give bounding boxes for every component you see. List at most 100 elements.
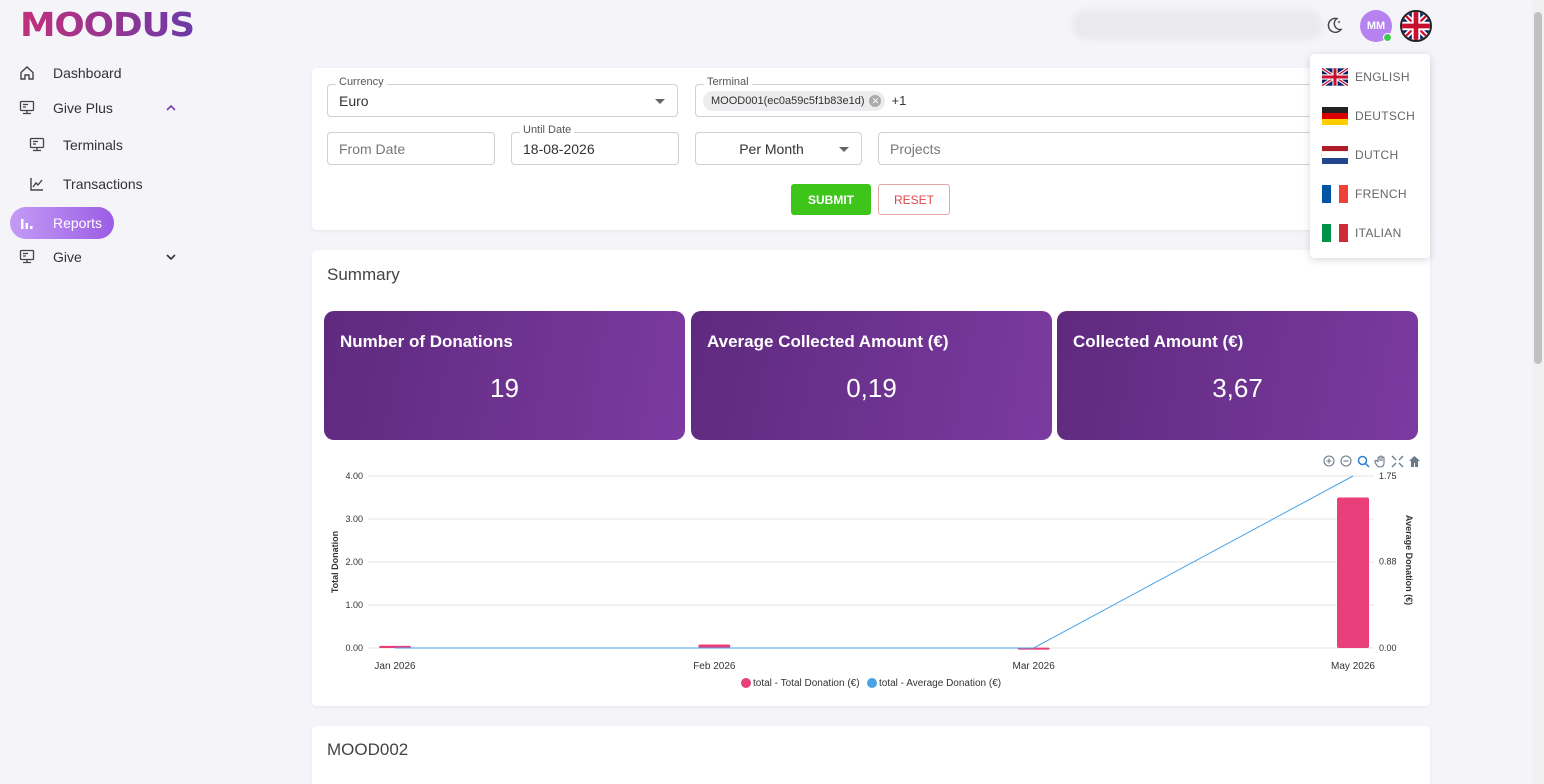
- home-icon: [18, 64, 36, 82]
- stat-value: 19: [490, 373, 519, 403]
- stat-card-average: Average Collected Amount (€) 0,19: [691, 311, 1052, 440]
- mood002-card: [312, 726, 1430, 784]
- currency-select[interactable]: Currency Euro: [327, 76, 678, 117]
- terminal-chip-label: MOOD001(ec0a59c5f1b83e1d): [711, 94, 865, 107]
- avatar[interactable]: MM: [1360, 10, 1392, 42]
- y-tick-label: 2.00: [345, 557, 363, 567]
- chart-line: [395, 475, 1354, 649]
- chip-remove-icon[interactable]: ✕: [869, 94, 882, 107]
- sidebar-item-transactions[interactable]: Transactions: [20, 168, 143, 200]
- sidebar-item-label: Give Plus: [53, 100, 113, 116]
- y-tick-label: 1.00: [345, 600, 363, 610]
- stat-title: Average Collected Amount (€): [707, 332, 949, 351]
- projects-placeholder: Projects: [890, 140, 941, 157]
- moon-icon[interactable]: [1325, 16, 1343, 34]
- language-option-italian[interactable]: ITALIAN: [1322, 224, 1402, 242]
- pan-hand-icon[interactable]: [1373, 454, 1387, 468]
- language-option-deutsch[interactable]: DEUTSCH: [1322, 107, 1415, 125]
- sidebar-item-reports[interactable]: Reports: [10, 207, 114, 239]
- y-tick-label: 4.00: [345, 471, 363, 481]
- terminal-more-count: +1: [891, 93, 907, 108]
- blurred-search[interactable]: [1072, 10, 1322, 40]
- x-tick-label: Feb 2026: [693, 661, 736, 672]
- period-select[interactable]: Per Month: [695, 132, 862, 165]
- germany-flag-icon: [1322, 107, 1348, 125]
- zoom-in-icon[interactable]: [1322, 454, 1336, 468]
- currency-label: Currency: [336, 76, 387, 88]
- y-tick-label: 0.00: [345, 643, 363, 653]
- from-date-placeholder: From Date: [339, 140, 406, 157]
- moodus-logo[interactable]: MOODUS: [20, 8, 196, 42]
- reset-zoom-icon[interactable]: [1390, 454, 1404, 468]
- stat-card-collected: Collected Amount (€) 3,67: [1057, 311, 1418, 440]
- home-reset-icon[interactable]: [1407, 454, 1421, 468]
- sidebar-item-give-plus[interactable]: Give Plus: [10, 92, 113, 124]
- caret-down-icon: [655, 99, 665, 104]
- reset-button[interactable]: RESET: [878, 184, 950, 215]
- sidebar-item-terminals[interactable]: Terminals: [20, 129, 123, 161]
- language-label: FRENCH: [1355, 187, 1407, 201]
- sidebar-item-label: Give: [53, 249, 82, 265]
- legend-marker: [867, 678, 877, 688]
- sidebar-item-dashboard[interactable]: Dashboard: [10, 57, 122, 89]
- chevron-down-icon[interactable]: [164, 250, 178, 264]
- terminal-label: Terminal: [704, 76, 752, 88]
- stat-card-donations: Number of Donations 19: [324, 311, 685, 440]
- terminal-icon: [28, 136, 46, 154]
- from-date-input[interactable]: From Date: [327, 132, 495, 165]
- until-date-value: 18-08-2026: [523, 140, 595, 157]
- scrollbar-thumb[interactable]: [1534, 12, 1542, 364]
- filter-card: Currency Euro Terminal MOOD001(ec0a59c5f…: [312, 68, 1430, 230]
- y2-tick-label: 0.88: [1379, 557, 1397, 567]
- y-tick-label: 3.00: [345, 514, 363, 524]
- stat-title: Collected Amount (€): [1073, 332, 1244, 351]
- sidebar-item-label: Dashboard: [53, 65, 122, 81]
- chart-bar: [1337, 497, 1369, 648]
- submit-label: SUBMIT: [808, 192, 854, 207]
- caret-down-icon: [839, 147, 849, 152]
- language-switch-button[interactable]: [1400, 10, 1432, 42]
- italy-flag-icon: [1322, 224, 1349, 242]
- france-flag-icon: [1322, 185, 1349, 203]
- bar-chart-icon: [18, 214, 36, 232]
- language-label: ITALIAN: [1355, 226, 1402, 240]
- y-axis-title: Total Donation: [330, 531, 340, 593]
- language-label: ENGLISH: [1355, 70, 1410, 84]
- stat-value: 3,67: [1212, 373, 1263, 403]
- sidebar-item-label: Transactions: [63, 176, 143, 192]
- language-menu: ENGLISH DEUTSCH DUTCH FRENCH ITALIAN: [1310, 54, 1430, 258]
- currency-value: Euro: [339, 92, 369, 109]
- sidebar-item-give[interactable]: Give: [10, 241, 82, 273]
- sidebar-item-label: Terminals: [63, 137, 123, 153]
- legend-marker: [741, 678, 751, 688]
- terminal-chip[interactable]: MOOD001(ec0a59c5f1b83e1d) ✕: [703, 90, 886, 111]
- until-date-input[interactable]: Until Date 18-08-2026: [511, 124, 679, 165]
- legend-label: total - Average Donation (€): [879, 678, 1001, 689]
- x-tick-label: May 2026: [1331, 661, 1375, 672]
- avatar-initials: MM: [1366, 20, 1386, 32]
- terminal-select[interactable]: Terminal MOOD001(ec0a59c5f1b83e1d) ✕ +1: [695, 76, 1413, 117]
- language-label: DEUTSCH: [1355, 109, 1416, 123]
- period-value: Per Month: [739, 140, 804, 157]
- magnifier-icon[interactable]: [1356, 454, 1370, 468]
- x-tick-label: Mar 2026: [1013, 661, 1056, 672]
- stat-value: 0,19: [846, 373, 897, 403]
- stat-title: Number of Donations: [340, 332, 513, 351]
- chart-line-icon: [28, 175, 46, 193]
- donations-chart: 0.00 1.00 2.00 3.00 4.00 0.00 0.88 1.75 Jan 2026…: [330, 471, 1414, 689]
- submit-button[interactable]: SUBMIT: [791, 184, 871, 215]
- terminal-icon: [18, 99, 36, 117]
- mood002-title: MOOD002: [327, 740, 409, 759]
- legend-label: total - Total Donation (€): [753, 678, 860, 689]
- netherlands-flag-icon: [1321, 146, 1349, 164]
- y2-axis-title: Average Donation (€): [1404, 515, 1414, 605]
- chevron-up-icon[interactable]: [164, 101, 178, 115]
- logo-text: MOODUS: [20, 8, 194, 42]
- language-option-dutch[interactable]: DUTCH: [1321, 146, 1399, 164]
- chart-toolbar: [1322, 454, 1421, 468]
- uk-flag-icon: [1322, 68, 1348, 86]
- zoom-out-icon[interactable]: [1339, 454, 1353, 468]
- page-scrollbar[interactable]: [1532, 0, 1544, 784]
- language-option-french[interactable]: FRENCH: [1322, 185, 1407, 203]
- language-option-english[interactable]: ENGLISH: [1322, 68, 1410, 86]
